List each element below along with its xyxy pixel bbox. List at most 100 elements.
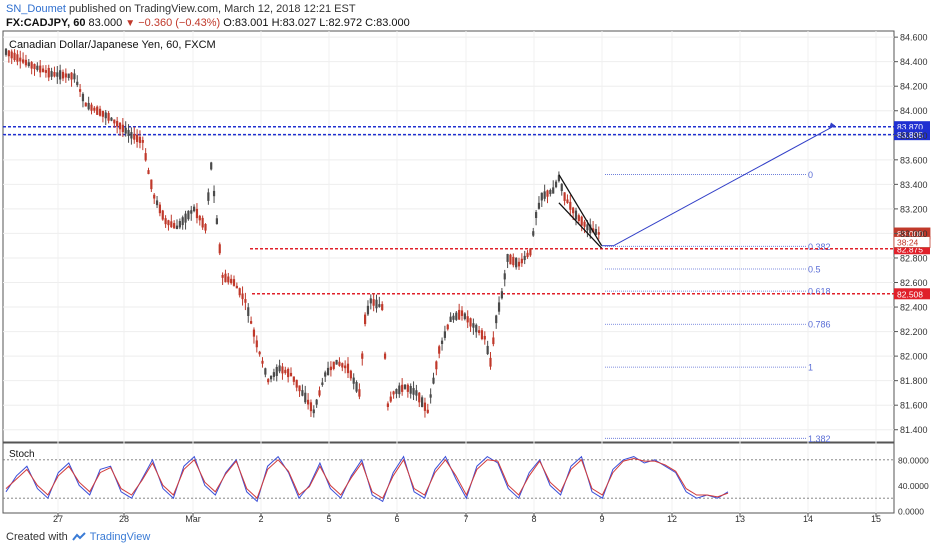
level-price-label: 82.875 [897,244,923,254]
candle-body [64,73,67,78]
candle-body [307,399,310,405]
candle-body [506,254,509,262]
candle-body [153,194,156,199]
x-tick-label: 8 [531,514,536,524]
candle-body [298,385,301,392]
candle-body [204,224,207,231]
candle-body [175,225,179,229]
wedge-lower-line [558,202,603,249]
x-tick-label: 9 [599,514,604,524]
y-tick-label: 84.600 [900,33,928,43]
candle-body [432,377,435,384]
candle-body [495,315,498,324]
publish-info: published on TradingView.com, March 12, … [68,3,356,15]
candle-body [566,199,569,203]
candle-body [255,340,258,348]
candle-body [27,62,30,66]
candle-body [383,353,387,359]
candle-body [458,309,461,320]
chart-title: Canadian Dollar/Japanese Yen, 60, FXCM [9,39,216,51]
candle-body [421,397,424,407]
candle-body [127,129,130,137]
candle-body [512,256,515,266]
candle-body [449,316,452,323]
candle-body [338,361,341,366]
candle-body [563,192,566,201]
candle-body [278,365,281,372]
candle-body [304,392,307,403]
created-with-label: Created with [6,531,68,543]
candle-body [486,345,489,355]
candle-body [167,220,170,226]
level-price-tag [894,129,930,141]
y-tick-label: 82.200 [900,327,928,337]
y-tick-label: 84.400 [900,57,928,67]
candle-body [272,372,275,377]
candle-body [572,207,575,214]
change-arrow-icon: ▼ [125,18,136,29]
price-change: −0.360 (−0.43%) [138,17,221,29]
candle-body [472,323,475,328]
candle-body [483,335,486,340]
candle-body [41,68,45,72]
candle-body [401,384,404,392]
candle-body [292,376,295,382]
candle-body [39,65,42,73]
candle-body [241,293,244,300]
y-tick-label: 81.400 [900,425,928,435]
fib-label: 1.382 [808,434,831,444]
candle-body [515,257,518,268]
current-price-label: 38:24 [897,238,919,248]
tradingview-logo-icon [71,532,86,541]
x-tick-label: 5 [326,514,331,524]
candle-body [90,104,93,111]
candle-body [301,390,304,396]
candle-body [110,117,113,121]
candle-body [289,372,293,377]
candle-body [136,134,139,142]
candle-body [452,315,455,320]
candle-body [526,252,529,257]
tradingview-brand[interactable]: TradingView [89,531,151,543]
y-tick-label: 81.800 [900,376,928,386]
candle-body [67,73,70,78]
candle-body [61,71,65,79]
candle-body [346,363,350,374]
candle-body [107,113,110,121]
stoch-tick-label: 0.0000 [898,507,924,517]
candle-body [10,51,13,59]
candle-body [381,304,384,310]
candle-body [121,124,124,133]
candle-body [552,187,555,194]
candle-body [215,218,218,225]
candle-body [352,377,355,384]
candle-body [24,59,28,66]
stoch-pane[interactable] [2,442,895,514]
candle-body [59,70,62,80]
y-tick-label: 83.800 [900,131,928,141]
candle-body [158,204,161,214]
candle-body [412,388,415,395]
candle-body [355,382,358,392]
candle-body [47,67,50,78]
fib-label: 0.382 [808,242,831,252]
candle-body [70,72,73,80]
x-tick-label: 7 [463,514,468,524]
x-tick-label: 6 [394,514,399,524]
candle-body [426,409,429,413]
candle-body [358,389,361,397]
candle-body [583,221,586,227]
candle-body [53,72,56,77]
candle-body [141,140,144,143]
candle-body [284,369,287,374]
candle-body [33,64,36,70]
candle-body [543,191,546,199]
author-link[interactable]: SN_Doumet [6,3,66,15]
candle-body [309,402,313,412]
publish-line: SN_Doumet published on TradingView.com, … [6,3,356,15]
main-pane[interactable] [2,30,895,443]
candle-body [557,175,560,182]
fib-label: 0.5 [808,265,821,275]
candle-body [497,302,501,312]
